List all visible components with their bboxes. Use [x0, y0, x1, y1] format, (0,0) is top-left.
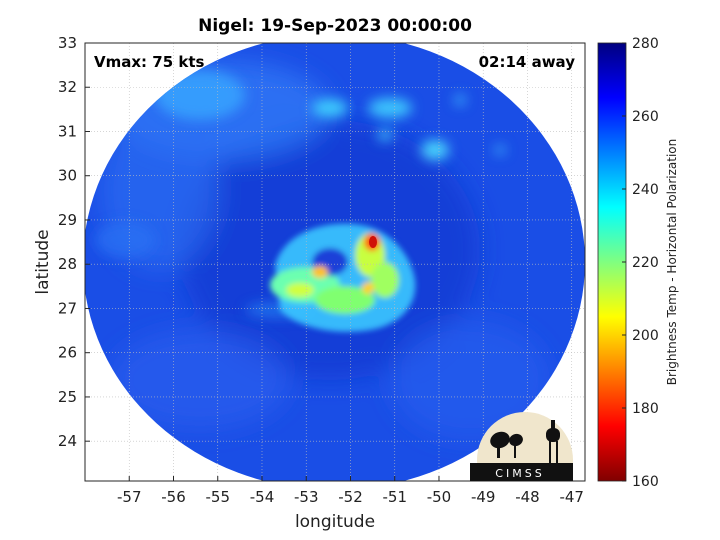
- y-tick-label: 33: [58, 34, 77, 52]
- x-tick-label: -56: [161, 488, 186, 506]
- x-tick-label: -55: [205, 488, 230, 506]
- cimss-logo: CIMSS: [470, 412, 573, 481]
- x-tick-label: -49: [471, 488, 496, 506]
- x-tick-labels: -57 -56 -55 -54 -53 -52 -51 -50 -49 -48 -47: [117, 476, 584, 506]
- y-tick-label: 29: [58, 211, 77, 229]
- colorbar-ticks: 160 180 200 220 240 260 280: [622, 36, 659, 490]
- x-tick-label: -47: [559, 488, 584, 506]
- x-tick-label: -57: [117, 488, 142, 506]
- y-tick-label: 31: [58, 122, 77, 140]
- colorbar-tick-label: 280: [632, 36, 659, 52]
- y-tick-labels: 24 25 26 27 28 29 30 31 32 33: [58, 34, 90, 450]
- colorbar-tick-label: 240: [632, 182, 659, 198]
- x-tick-label: -50: [427, 488, 452, 506]
- colorbar-tick-label: 180: [632, 401, 659, 417]
- swath-image: [85, 43, 585, 481]
- y-tick-label: 32: [58, 78, 77, 96]
- y-tick-label: 27: [58, 299, 77, 317]
- grid: [85, 42, 585, 481]
- axes-frame: [84, 42, 586, 482]
- chart-title: Nigel: 19-Sep-2023 00:00:00: [198, 16, 472, 36]
- x-tick-label: -52: [338, 488, 363, 506]
- y-tick-label: 28: [58, 255, 77, 273]
- colorbar: [597, 42, 627, 482]
- colorbar-tick-label: 260: [632, 109, 659, 125]
- x-axis-label: longitude: [295, 512, 375, 532]
- y-tick-label: 26: [58, 344, 77, 362]
- colorbar-label: Brightness Temp - Horizontal Polarizatio…: [665, 139, 679, 386]
- logo-text: CIMSS: [495, 467, 544, 480]
- y-tick-label: 24: [58, 432, 77, 450]
- x-tick-label: -48: [515, 488, 540, 506]
- time-offset-annotation: 02:14 away: [479, 53, 576, 71]
- x-tick-label: -51: [382, 488, 407, 506]
- vmax-annotation: Vmax: 75 kts: [94, 53, 204, 71]
- y-tick-label: 25: [58, 388, 77, 406]
- y-axis-label: latitude: [33, 229, 53, 294]
- y-tick-label: 30: [58, 167, 77, 185]
- colorbar-tick-label: 220: [632, 255, 659, 271]
- x-tick-label: -54: [250, 488, 275, 506]
- colorbar-tick-label: 200: [632, 328, 659, 344]
- x-tick-label: -53: [294, 488, 319, 506]
- colorbar-tick-label: 160: [632, 474, 659, 490]
- coldest-spot: [369, 236, 377, 248]
